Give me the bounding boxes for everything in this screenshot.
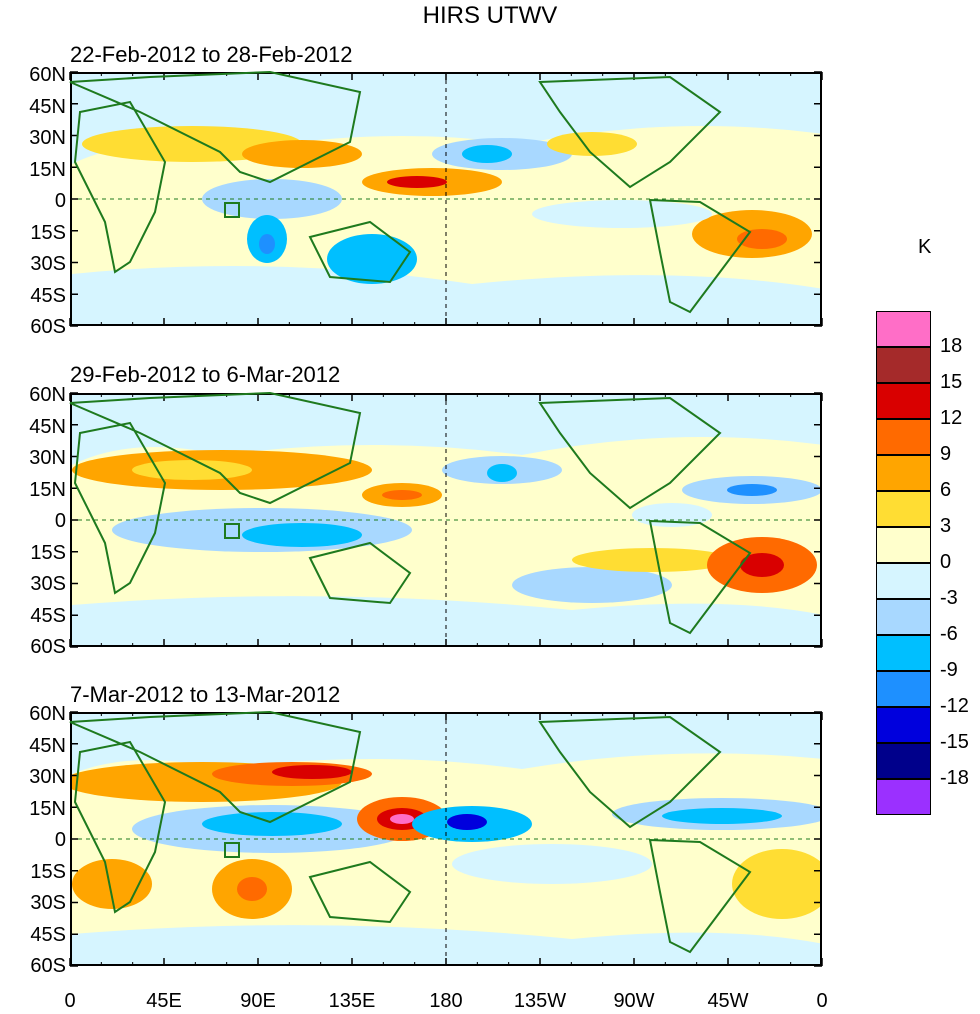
y-tick-label: 15N bbox=[29, 479, 66, 501]
colorbar-swatch bbox=[876, 635, 931, 671]
y-tick-label: 45S bbox=[30, 285, 66, 307]
colorbar-swatch bbox=[876, 563, 931, 599]
y-tick-label: 15S bbox=[30, 222, 66, 244]
map-panel-2 bbox=[70, 393, 822, 647]
colorbar-swatch bbox=[876, 491, 931, 527]
colorbar-swatch bbox=[876, 455, 931, 491]
map-panel-3 bbox=[70, 712, 822, 966]
y-tick-label: 45S bbox=[30, 924, 66, 946]
colorbar-swatch bbox=[876, 347, 931, 383]
y-tick-label: 60N bbox=[29, 64, 66, 86]
y-tick-label: 30S bbox=[30, 253, 66, 275]
y-tick-label: 15S bbox=[30, 542, 66, 564]
y-tick-label: 60N bbox=[29, 384, 66, 406]
colorbar-level-label: -9 bbox=[940, 659, 958, 681]
colorbar-swatch bbox=[876, 671, 931, 707]
y-tick-label: 30S bbox=[30, 573, 66, 595]
colorbar-level-label: -18 bbox=[940, 767, 969, 789]
colorbar-level-label: -6 bbox=[940, 623, 958, 645]
y-tick-label: 30N bbox=[29, 766, 66, 788]
figure-title: HIRS UTWV bbox=[422, 2, 558, 29]
panel-2-subtitle: 29-Feb-2012 to 6-Mar-2012 bbox=[70, 362, 341, 387]
colorbar-level-label: 6 bbox=[940, 479, 952, 501]
colorbar-level-label: -3 bbox=[940, 587, 958, 609]
y-tick-label: 60S bbox=[30, 955, 66, 977]
colorbar-swatch bbox=[876, 743, 931, 779]
colorbar-level-label: -12 bbox=[940, 695, 969, 717]
map-field-1 bbox=[72, 74, 820, 324]
y-tick-label: 45N bbox=[29, 735, 66, 757]
x-tick-label: 135E bbox=[328, 990, 376, 1012]
colorbar-level-label: -15 bbox=[940, 731, 969, 753]
panel-3-subtitle: 7-Mar-2012 to 13-Mar-2012 bbox=[70, 682, 341, 707]
colorbar-swatch bbox=[876, 527, 931, 563]
colorbar-swatch bbox=[876, 311, 931, 347]
x-tick-label: 90W bbox=[613, 990, 655, 1012]
colorbar-level-label: 12 bbox=[940, 407, 963, 429]
y-tick-label: 60S bbox=[30, 316, 66, 338]
panel-1-subtitle: 22-Feb-2012 to 28-Feb-2012 bbox=[70, 42, 353, 67]
map-field-2 bbox=[72, 395, 820, 645]
colorbar-swatch bbox=[876, 599, 931, 635]
y-tick-label: 30N bbox=[29, 447, 66, 469]
colorbar-unit: K bbox=[918, 236, 932, 258]
x-tick-label: 45W bbox=[707, 990, 749, 1012]
y-tick-label: 15N bbox=[29, 798, 66, 820]
colorbar-swatch bbox=[876, 419, 931, 455]
colorbar-swatch bbox=[876, 383, 931, 419]
y-tick-label: 45N bbox=[29, 416, 66, 438]
x-tick-label: 90E bbox=[240, 990, 276, 1012]
y-tick-label: 45S bbox=[30, 605, 66, 627]
y-tick-label: 15S bbox=[30, 861, 66, 883]
y-tick-label: 0 bbox=[54, 510, 66, 532]
colorbar-swatch bbox=[876, 779, 931, 815]
x-tick-label: 0 bbox=[816, 990, 828, 1012]
x-tick-label: 0 bbox=[64, 990, 76, 1012]
y-tick-label: 60N bbox=[29, 703, 66, 725]
colorbar-level-label: 15 bbox=[940, 371, 963, 393]
colorbar-level-label: 9 bbox=[940, 443, 952, 465]
colorbar-level-label: 18 bbox=[940, 335, 963, 357]
y-tick-label: 0 bbox=[54, 829, 66, 851]
colorbar-swatch bbox=[876, 707, 931, 743]
map-field-3 bbox=[72, 714, 820, 964]
colorbar-level-label: 3 bbox=[940, 515, 952, 537]
y-tick-label: 30N bbox=[29, 127, 66, 149]
y-tick-label: 30S bbox=[30, 892, 66, 914]
y-tick-label: 45N bbox=[29, 96, 66, 118]
colorbar-level-label: 0 bbox=[940, 551, 952, 573]
y-tick-label: 60S bbox=[30, 636, 66, 658]
y-tick-label: 0 bbox=[54, 190, 66, 212]
x-tick-label: 135W bbox=[513, 990, 567, 1012]
x-tick-label: 180 bbox=[429, 990, 463, 1012]
x-tick-label: 45E bbox=[146, 990, 182, 1012]
y-tick-label: 15N bbox=[29, 159, 66, 181]
map-panel-1 bbox=[70, 72, 822, 326]
